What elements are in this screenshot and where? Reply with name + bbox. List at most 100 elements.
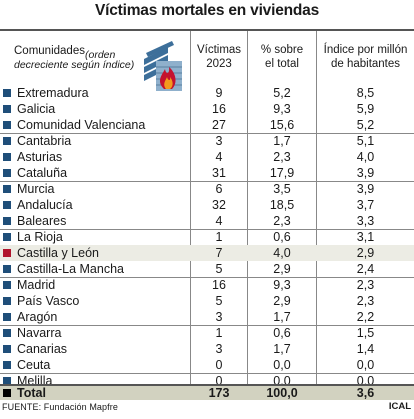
header-comunidades: Comunidades (orden decreciente según índ…	[14, 31, 164, 83]
row-victimas: 7	[215, 246, 223, 260]
row-marker	[3, 137, 11, 145]
row-marker	[3, 313, 11, 321]
row-comunidad: País Vasco	[17, 294, 80, 308]
row-marker	[3, 89, 11, 97]
row-marker	[3, 361, 11, 369]
row-comunidad: Cantabria	[17, 134, 72, 148]
header-comunidades-note-2: decreciente según índice)	[14, 59, 135, 71]
row-indice: 5,9	[356, 102, 375, 116]
row-marker	[3, 233, 11, 241]
row-porcentaje: 15,6	[269, 118, 295, 132]
row-victimas: 5	[215, 294, 223, 308]
table-row: Castilla y León 7 4,0 2,9	[0, 245, 414, 261]
header-indice-line1: Índice por millón	[323, 44, 408, 56]
header-comunidades-label: Comunidades	[14, 45, 85, 57]
row-marker	[3, 201, 11, 209]
row-indice: 1,5	[356, 326, 375, 340]
row-porcentaje: 1,7	[273, 310, 291, 324]
table-row: Galicia 16 9,3 5,9	[0, 101, 414, 117]
row-marker	[3, 153, 11, 161]
header-victimas-line1: Víctimas	[196, 44, 242, 56]
row-indice: 0,0	[356, 358, 375, 372]
header-indice-line2: de habitantes	[330, 58, 401, 70]
row-porcentaje: 0,0	[273, 358, 291, 372]
row-victimas: 0	[215, 374, 223, 388]
row-marker	[3, 345, 11, 353]
row-comunidad: Navarra	[17, 326, 62, 340]
row-marker	[3, 265, 11, 273]
agency-credit: ICAL	[388, 401, 411, 412]
row-porcentaje: 2,9	[273, 294, 291, 308]
row-marker	[3, 185, 11, 193]
row-victimas: 1	[215, 230, 223, 244]
row-victimas: 31	[212, 166, 226, 180]
row-comunidad: La Rioja	[17, 230, 63, 244]
row-victimas: 32	[212, 198, 226, 212]
row-indice: 3,1	[356, 230, 375, 244]
row-porcentaje: 17,9	[269, 166, 295, 180]
table-row: La Rioja 1 0,6 3,1	[0, 229, 414, 245]
row-victimas: 1	[215, 326, 223, 340]
burning-building-icon	[144, 41, 182, 91]
row-comunidad: Castilla-La Mancha	[17, 262, 124, 276]
row-indice: 2,3	[356, 294, 375, 308]
row-marker	[3, 121, 11, 129]
row-comunidad: Comunidad Valenciana	[17, 118, 146, 132]
row-victimas: 6	[215, 182, 223, 196]
row-indice: 2,2	[356, 310, 375, 324]
header-victimas: Víctimas 2023	[191, 31, 247, 83]
row-marker	[3, 329, 11, 337]
table-row: Castilla-La Mancha 5 2,9 2,4	[0, 261, 414, 277]
row-victimas: 5	[215, 262, 223, 276]
row-victimas: 27	[212, 118, 226, 132]
column-divider	[190, 31, 191, 397]
table-row: Canarias 3 1,7 1,4	[0, 341, 414, 357]
table-row: Navarra 1 0,6 1,5	[0, 325, 414, 341]
row-indice: 2,3	[356, 278, 375, 292]
table-row: Cataluña 31 17,9 3,9	[0, 165, 414, 181]
row-porcentaje: 0,6	[273, 326, 291, 340]
row-marker	[3, 249, 11, 257]
header-comunidades-note-1: (orden	[85, 49, 116, 61]
row-victimas: 4	[215, 150, 223, 164]
row-porcentaje: 9,3	[273, 102, 291, 116]
row-porcentaje: 2,9	[273, 262, 291, 276]
row-victimas: 0	[215, 358, 223, 372]
row-porcentaje: 5,2	[273, 86, 291, 100]
header-indice: Índice por millón de habitantes	[317, 31, 414, 83]
table-row: Madrid 16 9,3 2,3	[0, 277, 414, 293]
row-indice: 3,9	[356, 166, 375, 180]
row-porcentaje: 18,5	[269, 198, 295, 212]
row-porcentaje: 2,3	[273, 150, 291, 164]
row-comunidad: Cataluña	[17, 166, 68, 180]
row-victimas: 3	[215, 134, 223, 148]
row-comunidad: Madrid	[17, 278, 56, 292]
row-comunidad: Asturias	[17, 150, 63, 164]
row-marker	[3, 297, 11, 305]
column-divider	[247, 31, 248, 397]
row-marker	[3, 217, 11, 225]
table-row: Murcia 6 3,5 3,9	[0, 181, 414, 197]
row-victimas: 3	[215, 310, 223, 324]
row-porcentaje: 1,7	[273, 342, 291, 356]
row-victimas: 16	[212, 102, 226, 116]
row-comunidad: Ceuta	[17, 358, 51, 372]
row-indice: 3,7	[356, 198, 375, 212]
row-victimas: 9	[215, 86, 223, 100]
table-row: País Vasco 5 2,9 2,3	[0, 293, 414, 309]
header-porcentaje-line1: % sobre	[260, 44, 304, 56]
source-note: FUENTE: Fundación Mapfre	[2, 402, 118, 412]
table-row: Comunidad Valenciana 27 15,6 5,2	[0, 117, 414, 133]
row-porcentaje: 9,3	[273, 278, 291, 292]
total-indice: 3,6	[356, 386, 375, 400]
row-indice: 5,2	[356, 118, 375, 132]
row-marker	[3, 377, 11, 385]
row-comunidad: Canarias	[17, 342, 68, 356]
row-indice: 2,4	[356, 262, 375, 276]
total-victimas: 173	[208, 386, 230, 400]
total-porcentaje: 100,0	[266, 386, 298, 400]
table-row: Aragón 3 1,7 2,2	[0, 309, 414, 325]
header-porcentaje-line2: el total	[265, 58, 299, 70]
row-comunidad: Murcia	[17, 182, 55, 196]
total-label: Total	[17, 386, 46, 400]
